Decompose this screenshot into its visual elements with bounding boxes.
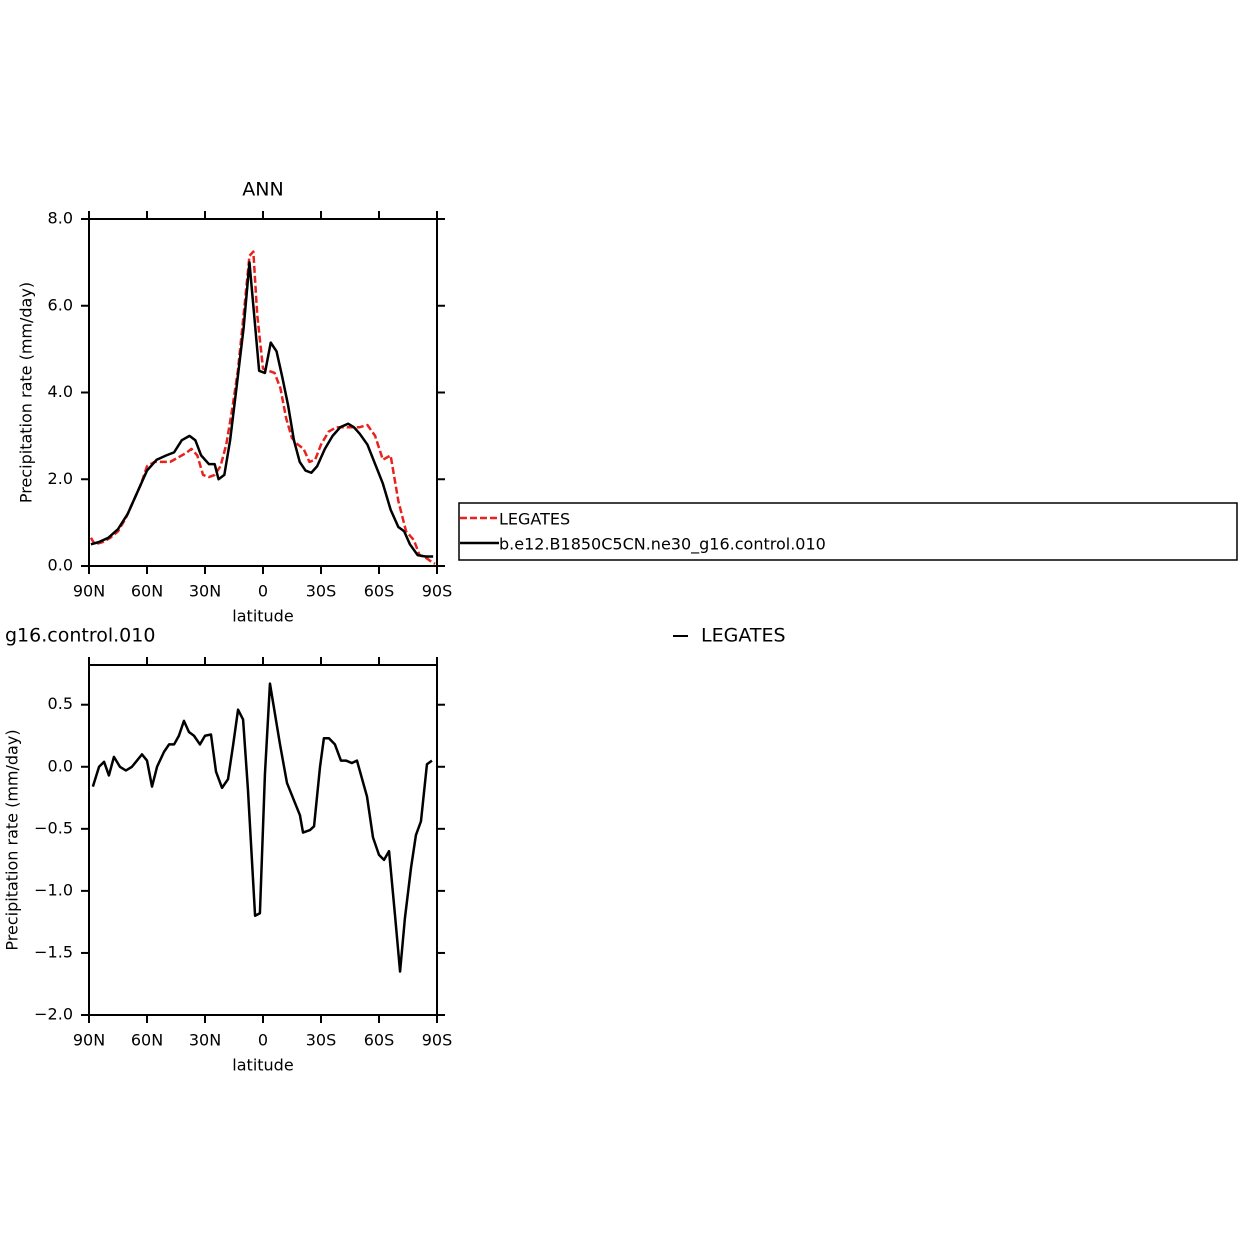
y-tick-label: 4.0	[48, 382, 73, 401]
x-tick-label: 0	[258, 582, 268, 601]
legend-label: b.e12.B1850C5CN.ne30_g16.control.010	[499, 535, 826, 555]
x-tick-label: 60S	[364, 1031, 395, 1050]
data-line	[90, 261, 434, 558]
chart-title: g16.control.010	[5, 625, 155, 647]
x-axis-label: latitude	[232, 1056, 293, 1075]
plot-frame	[88, 664, 438, 1016]
x-tick-label: 90N	[73, 1031, 105, 1050]
x-tick-label: 60N	[131, 582, 163, 601]
data-line	[89, 250, 436, 565]
y-tick-label: 8.0	[48, 209, 73, 228]
y-tick-label: −1.0	[34, 880, 73, 899]
y-tick-label: 6.0	[48, 295, 73, 314]
y-tick-label: 0.5	[48, 694, 73, 713]
x-tick-label: 30N	[189, 1031, 221, 1050]
y-tick-label: 2.0	[48, 469, 73, 488]
x-tick-label: 90N	[73, 582, 105, 601]
y-tick-label: −1.5	[34, 942, 73, 961]
x-tick-label: 60S	[364, 582, 395, 601]
legend-label: LEGATES	[499, 510, 570, 529]
x-tick-label: 30N	[189, 582, 221, 601]
y-tick-label: 0.0	[48, 756, 73, 775]
plot-frame	[88, 218, 438, 567]
y-axis-label: Precipitation rate (mm/day)	[17, 282, 36, 503]
y-tick-label: −2.0	[34, 1005, 73, 1024]
x-tick-label: 30S	[306, 1031, 337, 1050]
y-tick-label: −0.5	[34, 818, 73, 837]
legend-label: LEGATES	[701, 625, 786, 647]
x-tick-label: 30S	[306, 582, 337, 601]
legend-box	[458, 502, 1238, 561]
x-tick-label: 90S	[422, 582, 453, 601]
x-tick-label: 90S	[422, 1031, 453, 1050]
chart-title: ANN	[242, 179, 283, 201]
x-tick-label: 60N	[131, 1031, 163, 1050]
y-axis-label: Precipitation rate (mm/day)	[3, 729, 22, 950]
x-axis-label: latitude	[232, 607, 293, 626]
y-tick-label: 0.0	[48, 556, 73, 575]
data-line	[91, 682, 433, 973]
x-tick-label: 0	[258, 1031, 268, 1050]
